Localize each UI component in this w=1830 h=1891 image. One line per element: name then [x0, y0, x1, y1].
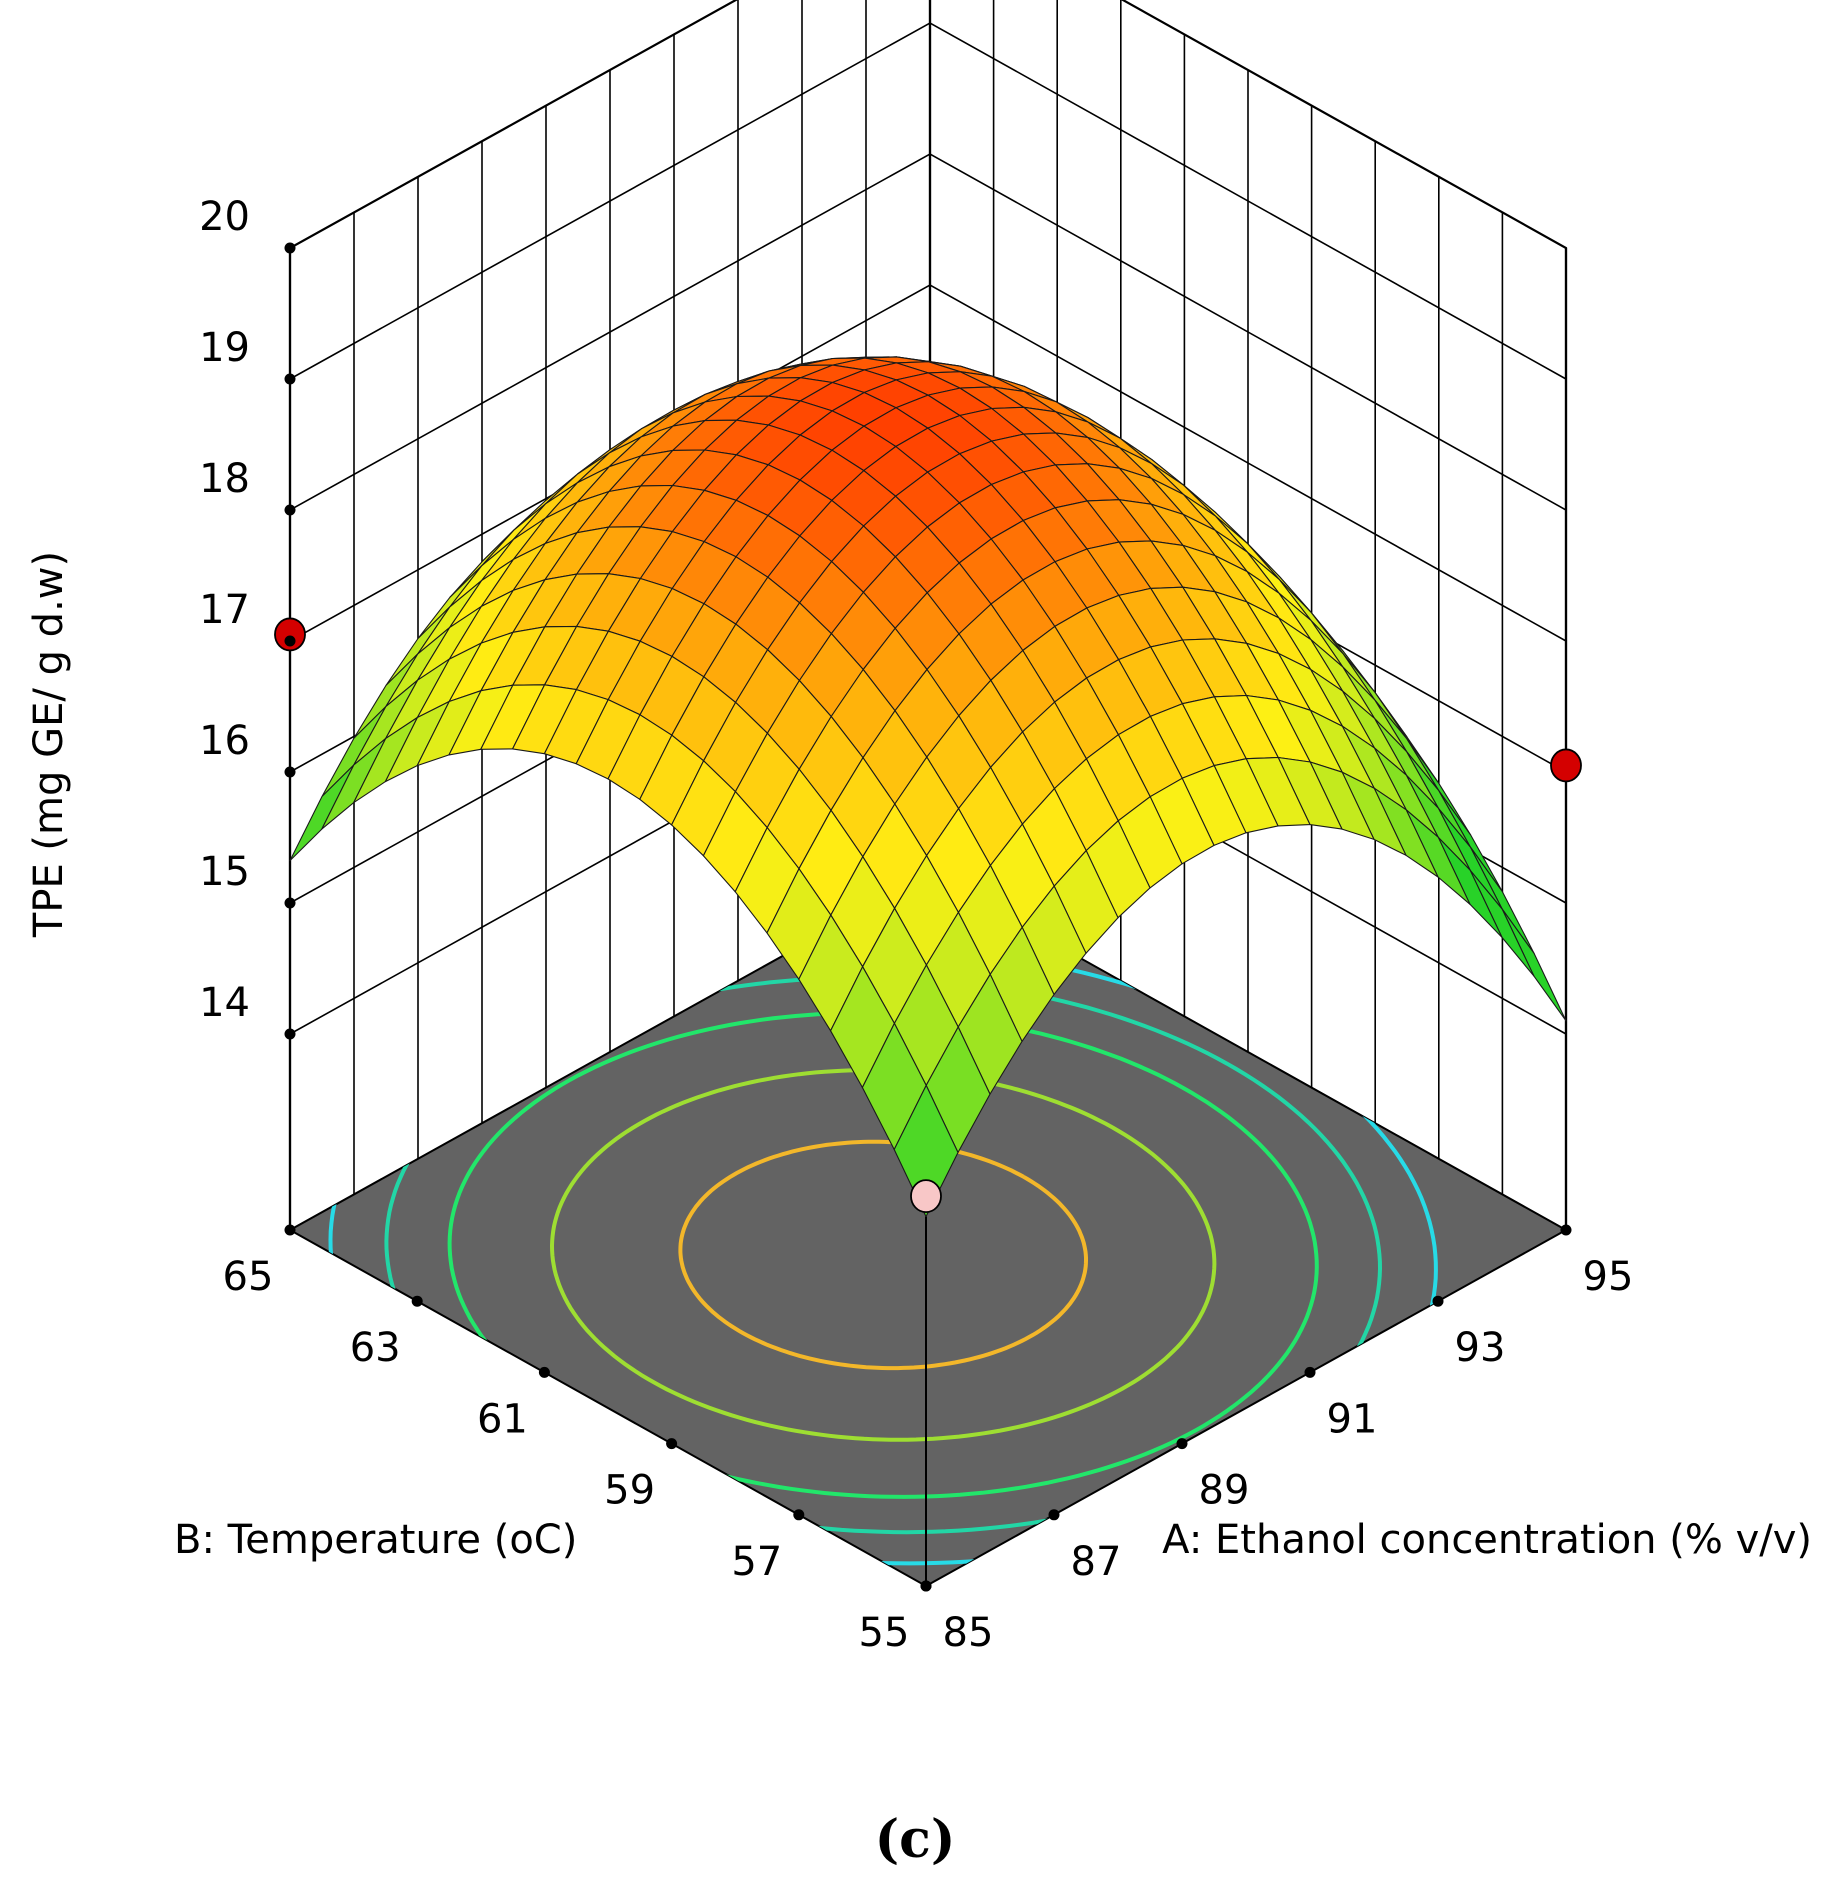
z-tick	[284, 766, 296, 778]
x-tick	[1304, 1366, 1316, 1378]
z-tick	[284, 635, 296, 647]
y-tick	[793, 1509, 805, 1521]
z-tick-label: 19	[199, 325, 250, 371]
y-tick	[538, 1366, 550, 1378]
z-axis-title: TPE (mg GE/ g d.w)	[26, 551, 72, 938]
design-points	[274, 617, 1582, 1586]
y-tick-label: 63	[350, 1325, 401, 1371]
response-surface	[289, 356, 1567, 1218]
y-tick-label: 65	[223, 1254, 274, 1300]
design-point	[274, 617, 306, 652]
surface-patch	[893, 1084, 959, 1218]
tick-marks: 14 15 16 17 18 19 20 85 87 89 91 93 95 55 57 59 61 63 65	[199, 194, 1633, 1656]
z-tick-label: 17	[199, 587, 250, 633]
z-tick	[284, 373, 296, 385]
x-tick	[1560, 1224, 1572, 1236]
x-tick	[1176, 1438, 1188, 1450]
z-tick-label: 16	[199, 718, 250, 764]
x-axis-title: A: Ethanol concentration (% v/v)	[1162, 1517, 1812, 1563]
x-tick-label: 91	[1327, 1396, 1378, 1442]
wall-gridline-z	[289, 22, 1567, 380]
z-tick-label: 14	[199, 980, 250, 1026]
panel-label: (c)	[875, 1809, 956, 1870]
x-tick	[1048, 1509, 1060, 1521]
y-tick	[284, 1224, 296, 1236]
y-tick	[411, 1295, 423, 1307]
z-tick	[284, 242, 296, 254]
y-tick	[920, 1580, 932, 1592]
z-tick-label: 15	[199, 849, 250, 895]
surface-patch	[289, 764, 355, 862]
z-tick-label: 20	[199, 194, 250, 240]
contour-line	[549, 1068, 1217, 1442]
z-tick	[284, 504, 296, 516]
x-tick-label: 85	[943, 1610, 994, 1656]
z-tick	[284, 1028, 296, 1040]
x-tick-label: 89	[1199, 1468, 1250, 1514]
contour-line	[678, 1139, 1088, 1371]
x-tick-label: 93	[1455, 1325, 1506, 1371]
design-point	[1550, 748, 1582, 783]
x-tick	[1432, 1295, 1444, 1307]
z-tick	[284, 897, 296, 909]
wall-gridline-z	[289, 0, 1567, 249]
y-tick	[666, 1438, 678, 1450]
design-point	[910, 1179, 942, 1214]
y-tick-label: 59	[604, 1468, 655, 1514]
x-tick-label: 95	[1583, 1254, 1634, 1300]
y-axis-title: B: Temperature (oC)	[174, 1517, 577, 1563]
wall-gridline-z	[289, 284, 1567, 642]
y-tick-label: 57	[731, 1539, 782, 1585]
x-tick-label: 87	[1071, 1539, 1122, 1585]
y-tick-label: 61	[477, 1396, 528, 1442]
y-tick-label: 55	[859, 1610, 910, 1656]
z-tick-label: 18	[199, 456, 250, 502]
wall-gridline-z	[289, 153, 1567, 511]
